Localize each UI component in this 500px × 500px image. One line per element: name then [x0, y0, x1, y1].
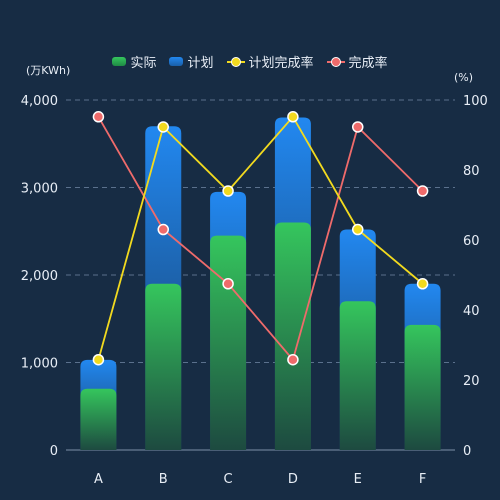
legend-swatch-actual [112, 57, 127, 66]
plan-rate-point [222, 185, 234, 197]
bar-actual [210, 235, 247, 450]
bar-actual [274, 222, 311, 450]
bar-actual [145, 283, 182, 450]
completion-rate-point [287, 353, 299, 366]
legend-swatch-plan [169, 57, 184, 66]
legend-label-plan-rate: 计划完成率 [248, 56, 314, 71]
legend-swatch-completion-rate [326, 56, 345, 67]
x-tick-label: B [159, 472, 168, 487]
plan-rate-point [352, 223, 364, 236]
x-tick-label: A [94, 472, 103, 487]
y-left-unit-label: (万KWh) [26, 64, 71, 77]
legend-label-completion-rate: 完成率 [348, 56, 388, 71]
completion-rate-point [157, 223, 169, 236]
plan-rate-point [416, 278, 429, 290]
legend-item-actual[interactable]: 实际 [112, 52, 156, 71]
plan-rate-point [287, 111, 299, 123]
bar-actual [80, 388, 117, 450]
y-left-tick-label: 2,000 [21, 269, 58, 284]
legend-label-actual: 实际 [130, 56, 157, 71]
x-tick-label: F [419, 472, 426, 487]
bar-actual [404, 324, 441, 450]
y-left-tick-label: 4,000 [21, 94, 58, 109]
x-tick-label: C [224, 472, 233, 487]
completion-rate-point [416, 185, 429, 197]
y-right-tick-label: 60 [463, 234, 480, 249]
y-left-tick-label: 0 [50, 444, 58, 459]
legend-swatch-plan-rate [226, 56, 245, 67]
y-left-tick-label: 3,000 [21, 182, 58, 197]
completion-rate-line [97, 116, 424, 362]
plan-rate-point [92, 353, 105, 366]
x-tick-label: E [354, 472, 362, 487]
x-tick-label: D [288, 472, 298, 487]
y-right-tick-label: 20 [463, 374, 480, 389]
y-right-tick-label: 40 [463, 304, 480, 319]
legend-label-plan: 计划 [187, 56, 214, 71]
completion-rate-point [222, 278, 234, 290]
y-right-tick-label: 80 [463, 164, 480, 179]
legend-item-plan[interactable]: 计划 [169, 52, 214, 71]
plan-rate-point [157, 121, 169, 133]
y-right-unit-label: (%) [454, 71, 474, 84]
completion-rate-point [92, 111, 105, 123]
bar-actual [339, 301, 376, 450]
y-left-tick-label: 1,000 [21, 357, 58, 372]
legend: 实际 计划 计划完成率 完成率 [0, 52, 500, 71]
completion-rate-point [352, 121, 364, 133]
legend-item-completion-rate[interactable]: 完成率 [326, 52, 388, 71]
plan-rate-line [97, 115, 424, 360]
legend-item-plan-rate[interactable]: 计划完成率 [226, 52, 314, 71]
y-right-tick-label: 100 [463, 94, 488, 109]
y-right-tick-label: 0 [463, 444, 471, 459]
